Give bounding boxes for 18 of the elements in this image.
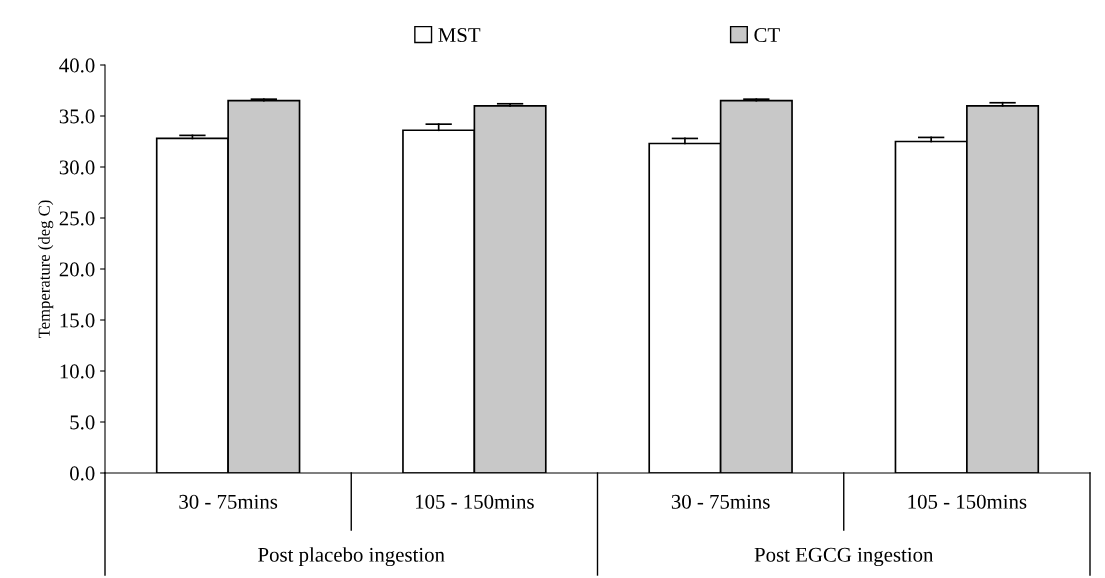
y-axis-title: Temperature (deg C) (38, 200, 54, 338)
x-tick-label: 105 - 150mins (908, 494, 1027, 509)
y-tick-label: 0.0 (70, 466, 95, 481)
x-tick-label: 105 - 150mins (416, 494, 534, 509)
y-tick-label: 35.0 (59, 109, 95, 124)
y-tick-label: 15.0 (60, 313, 95, 328)
y-tick-label: 10.0 (60, 364, 95, 379)
y-tick-label: 5.0 (70, 415, 95, 430)
legend-label: CT (754, 28, 780, 43)
x-tick-label: 30 - 75mins (179, 494, 278, 509)
text: Post placebo ingestion (258, 547, 445, 567)
y-tick-label: 40.0 (59, 58, 95, 73)
y-tick-label: 25.0 (59, 211, 95, 226)
x-tick-label: 30 - 75mins (671, 494, 770, 509)
legend-label: MST (438, 28, 481, 43)
text: Post EGCG ingestion (754, 547, 934, 567)
y-tick-label: 30.0 (59, 160, 95, 175)
y-tick-label: 20.0 (59, 262, 95, 277)
